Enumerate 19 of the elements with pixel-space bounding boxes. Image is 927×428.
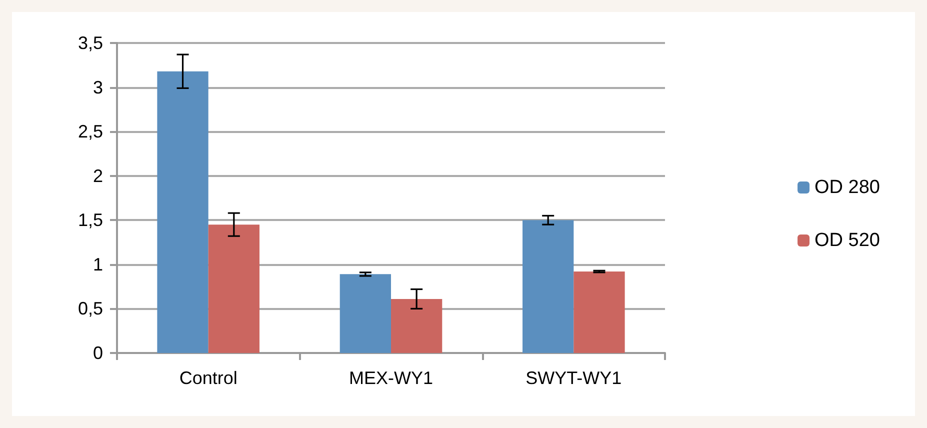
bar: [391, 298, 442, 353]
bar: [157, 71, 208, 353]
y-tick-label: 1,5: [78, 210, 103, 230]
y-tick-label: 2: [92, 166, 103, 186]
x-tick-label: Control: [179, 368, 238, 388]
y-tick-label: 2,5: [78, 122, 103, 142]
x-tick-label: MEX-WY1: [348, 368, 434, 388]
y-tick-label: 1: [92, 254, 103, 274]
bar: [340, 274, 391, 353]
y-tick-label: 3,5: [78, 33, 103, 53]
y-tick-label: 0: [92, 343, 103, 363]
y-tick-label: 0,5: [78, 298, 103, 319]
legend-label: OD 520: [814, 230, 880, 251]
legend-label: OD 280: [814, 177, 880, 198]
bar: [574, 272, 625, 353]
bar: [522, 220, 574, 353]
bar: [208, 224, 260, 353]
x-tick-label: SWYT-WY1: [526, 368, 622, 388]
y-tick-label: 3: [92, 77, 103, 98]
